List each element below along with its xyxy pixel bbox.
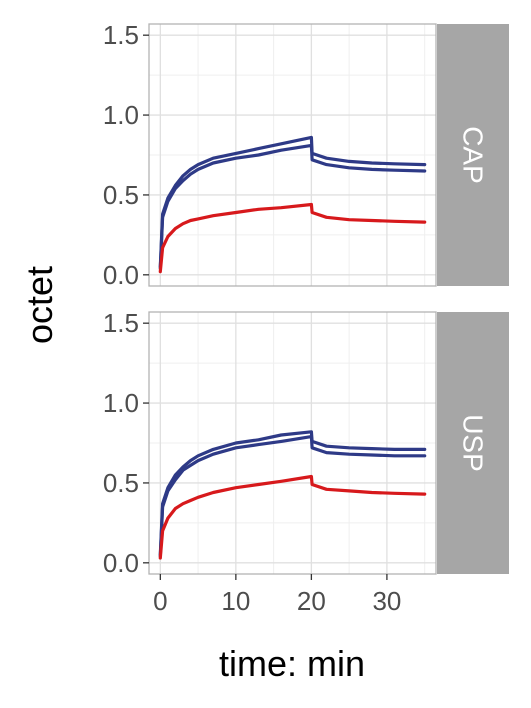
x-axis: 0 10 20 30 [153, 574, 401, 616]
series-line-1 [158, 430, 427, 557]
facet-strip-label: USP [458, 414, 489, 472]
panel-border [148, 23, 437, 287]
y-tick-label: 1.0 [103, 100, 139, 130]
facet-panel-cap: 0.0 0.5 1.0 1.5 CAP [103, 20, 509, 290]
facet-panel-usp: 0.0 0.5 1.0 1.5 USP [103, 308, 509, 578]
y-tick-label: 1.5 [103, 20, 139, 50]
y-tick-label: 0.5 [103, 468, 139, 498]
y-tick-label: 1.0 [103, 388, 139, 418]
y-axis-title: octet [19, 266, 60, 344]
facet-panels: 0.0 0.5 1.0 1.5 CAP 0.0 0.5 1.0 1.5 USP [103, 20, 509, 578]
series-line-2 [158, 435, 427, 558]
series-line-2 [158, 143, 427, 270]
series-line-3 [158, 474, 427, 560]
series-line-3 [158, 202, 427, 274]
facet-strip [437, 312, 509, 574]
x-axis-title: time: min [219, 643, 365, 684]
y-tick-label: 0.0 [103, 260, 139, 290]
y-tick-label: 1.5 [103, 308, 139, 338]
facet-strip [437, 24, 509, 286]
x-tick-label: 30 [372, 586, 401, 616]
facet-strip-label: CAP [458, 126, 489, 184]
x-tick-label: 20 [297, 586, 326, 616]
y-tick-label: 0.0 [103, 548, 139, 578]
y-tick-label: 0.5 [103, 180, 139, 210]
panel-border [148, 311, 437, 575]
x-tick-label: 0 [153, 586, 167, 616]
x-tick-label: 10 [221, 586, 250, 616]
